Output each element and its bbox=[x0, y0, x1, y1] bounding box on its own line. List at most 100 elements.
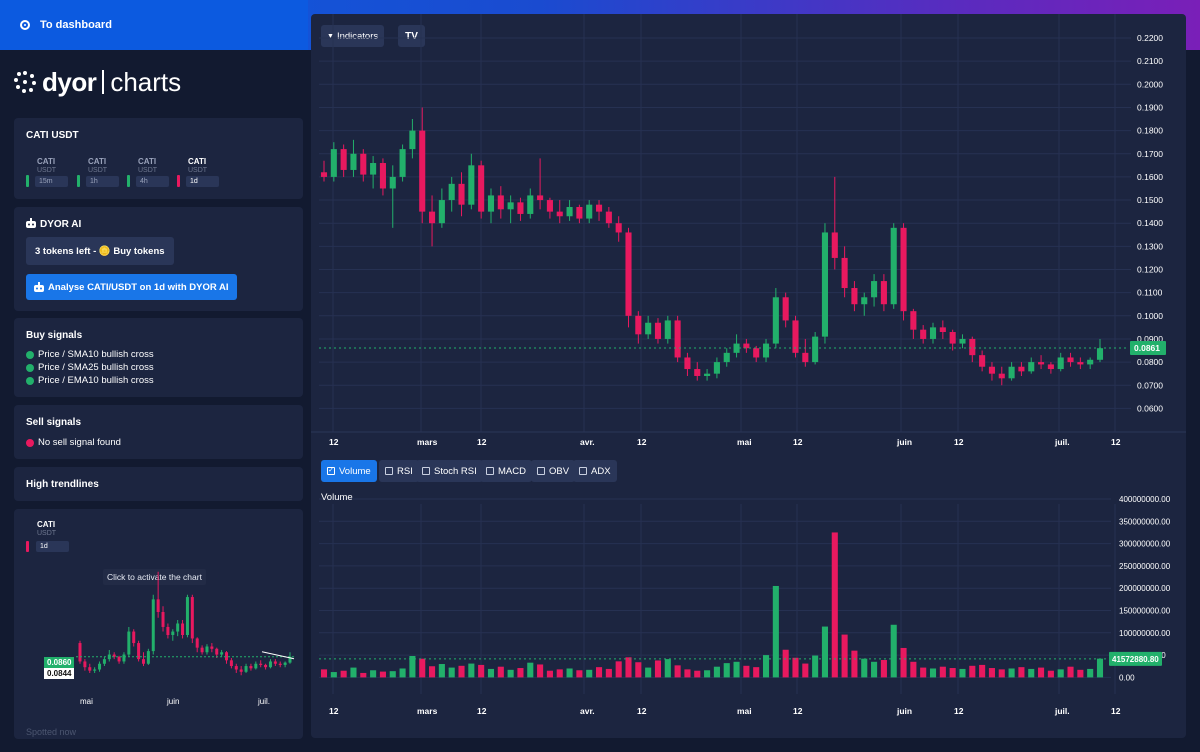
volume-bar bbox=[566, 668, 573, 678]
candle-body bbox=[429, 211, 436, 224]
globe-icon bbox=[20, 20, 30, 30]
volume-bar bbox=[389, 671, 396, 678]
mini-candle-body bbox=[215, 648, 219, 655]
candle-body bbox=[497, 195, 504, 210]
tab-rsi[interactable]: RSI bbox=[379, 460, 419, 482]
timeframe-color-bar bbox=[26, 175, 29, 187]
volume-bar bbox=[654, 660, 662, 678]
timeframe-color-bar bbox=[77, 175, 80, 187]
tab-stoch-rsi[interactable]: Stoch RSI bbox=[416, 460, 483, 482]
volume-axis-label: 150000000.00 bbox=[1119, 607, 1171, 616]
candle-body bbox=[753, 348, 760, 358]
candle-body bbox=[389, 176, 396, 189]
candle-body bbox=[949, 332, 956, 344]
dashboard-link[interactable]: To dashboard bbox=[0, 0, 308, 50]
volume-bar bbox=[1008, 668, 1015, 678]
price-axis-label: 0.1100 bbox=[1137, 288, 1163, 298]
candle-body bbox=[969, 338, 976, 356]
mini-chart[interactable]: CATI USDT 1d Click to activate the chart… bbox=[14, 509, 303, 739]
candle-body bbox=[704, 373, 711, 376]
timeframe-interval: 4h bbox=[136, 176, 169, 187]
candle-body bbox=[762, 343, 770, 358]
volume-axis-label: 250000000.00 bbox=[1119, 562, 1171, 571]
volume-bar bbox=[537, 664, 544, 678]
candle-body bbox=[1018, 366, 1025, 372]
volume-bar bbox=[360, 672, 367, 678]
last-volume-badge bbox=[1109, 651, 1162, 666]
price-axis-label: 0.0900 bbox=[1137, 334, 1163, 344]
volume-time-label: 12 bbox=[1111, 706, 1121, 716]
mini-candle-body bbox=[161, 612, 165, 627]
tab-label: RSI bbox=[397, 465, 413, 477]
timeframe-symbol: CATI bbox=[37, 157, 56, 166]
candle-body bbox=[871, 281, 878, 298]
volume-axis-label: 100000000.00 bbox=[1119, 629, 1171, 638]
mini-candle-body bbox=[239, 669, 243, 672]
last-price-badge bbox=[1130, 340, 1166, 355]
tradingview-logo-icon[interactable]: TV bbox=[398, 25, 425, 47]
logo-divider bbox=[102, 70, 105, 94]
volume-bar bbox=[546, 670, 553, 678]
candle-body bbox=[527, 195, 534, 214]
volume-bar bbox=[379, 671, 386, 678]
candle-body bbox=[615, 223, 622, 233]
mini-candle-body bbox=[127, 631, 131, 655]
volume-time-label: juil. bbox=[1054, 706, 1070, 716]
mini-candle-body bbox=[190, 597, 194, 639]
mini-chart-plot bbox=[76, 571, 295, 676]
tab-macd[interactable]: MACD bbox=[480, 460, 532, 482]
indicators-button[interactable]: ▼ Indicators bbox=[321, 25, 385, 47]
volume-bar bbox=[625, 657, 632, 678]
candle-body bbox=[1038, 362, 1045, 365]
tab-adx[interactable]: ADX bbox=[573, 460, 617, 482]
volume-bar bbox=[831, 532, 838, 678]
timeframe-4h[interactable]: CATI USDT 4h bbox=[127, 156, 177, 190]
volume-time-label: avr. bbox=[580, 706, 595, 716]
candle-body bbox=[409, 130, 416, 150]
mini-candle-body bbox=[205, 646, 209, 653]
tab-obv[interactable]: OBV bbox=[531, 460, 576, 482]
candle-body bbox=[910, 311, 917, 330]
price-chart[interactable]: 0.2200 0.2100 0.2000 0.1900 0.1800 0.1700 0.16… bbox=[311, 14, 1186, 738]
time-axis-label: 12 bbox=[1111, 437, 1121, 447]
candle-body bbox=[772, 297, 779, 344]
buy-signal-item: Price / SMA25 bullish cross bbox=[26, 362, 154, 373]
volume-title: Volume bbox=[321, 492, 353, 503]
volume-bar bbox=[664, 659, 671, 678]
volume-bar bbox=[704, 670, 711, 678]
timeframe-symbol: CATI bbox=[188, 157, 207, 166]
volume-bar bbox=[438, 664, 445, 678]
candle-body bbox=[556, 211, 563, 217]
volume-bar bbox=[969, 665, 976, 678]
buy-signal-item: Price / EMA10 bullish cross bbox=[26, 375, 154, 386]
time-axis-label: 12 bbox=[637, 437, 647, 447]
timeframe-1h[interactable]: CATI USDT 1h bbox=[77, 156, 127, 190]
volume-bar bbox=[605, 668, 612, 678]
tab-volume[interactable]: ✓ Volume bbox=[321, 460, 377, 482]
volume-bar bbox=[399, 668, 406, 678]
price-axis-label: 0.2200 bbox=[1137, 33, 1163, 43]
mini-candle-body bbox=[259, 663, 263, 665]
analyse-ai-button[interactable]: Analyse CATI/USDT on 1d with DYOR AI bbox=[26, 274, 237, 300]
candle-body bbox=[674, 320, 681, 358]
mini-candle-body bbox=[268, 661, 272, 668]
time-axis-label: 12 bbox=[954, 437, 964, 447]
timeframe-quote: USDT bbox=[88, 167, 108, 174]
timeframe-symbol: CATI bbox=[138, 157, 157, 166]
volume-bar bbox=[988, 668, 995, 678]
pair-card: CATI USDT CATI USDT 15m CATI USDT 1h CAT… bbox=[14, 118, 303, 199]
timeframe-15m[interactable]: CATI USDT 15m bbox=[26, 156, 76, 190]
logo[interactable]: dyor charts bbox=[14, 66, 181, 98]
happy-face-icon bbox=[26, 363, 34, 372]
logo-dots-icon bbox=[14, 71, 36, 93]
checkbox-icon bbox=[537, 467, 545, 475]
buy-signal-label: Price / EMA10 bullish cross bbox=[38, 375, 154, 386]
trendlines-card[interactable]: High trendlines bbox=[14, 467, 303, 501]
timeframe-1d[interactable]: CATI USDT 1d bbox=[177, 156, 227, 190]
buy-tokens-button[interactable]: 3 tokens left - 🪙 Buy tokens bbox=[26, 237, 174, 265]
volume-bar bbox=[792, 657, 799, 678]
main-chart-panel: ▼ Indicators TV 0.2200 0.2100 0.2000 0.1900… bbox=[311, 14, 1186, 738]
volume-bar bbox=[458, 665, 465, 678]
price-axis-label: 0.1900 bbox=[1137, 102, 1163, 112]
mini-chart-symbol: CATI bbox=[37, 520, 56, 529]
